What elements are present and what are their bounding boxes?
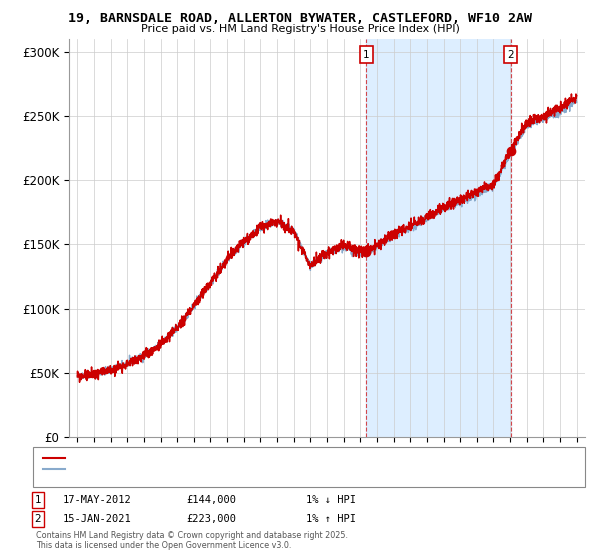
Text: £223,000: £223,000 (186, 514, 236, 524)
Text: 1% ↓ HPI: 1% ↓ HPI (306, 495, 356, 505)
Text: 19, BARNSDALE ROAD, ALLERTON BYWATER, CASTLEFORD, WF10 2AW (semi-detached house): 19, BARNSDALE ROAD, ALLERTON BYWATER, CA… (68, 453, 492, 462)
Text: 17-MAY-2012: 17-MAY-2012 (63, 495, 132, 505)
Text: 1% ↑ HPI: 1% ↑ HPI (306, 514, 356, 524)
Text: HPI: Average price, semi-detached house, Leeds: HPI: Average price, semi-detached house,… (68, 465, 287, 474)
Text: 1: 1 (363, 50, 370, 59)
Text: 2: 2 (508, 50, 514, 59)
Text: Price paid vs. HM Land Registry's House Price Index (HPI): Price paid vs. HM Land Registry's House … (140, 24, 460, 34)
Text: 15-JAN-2021: 15-JAN-2021 (63, 514, 132, 524)
Text: 19, BARNSDALE ROAD, ALLERTON BYWATER, CASTLEFORD, WF10 2AW: 19, BARNSDALE ROAD, ALLERTON BYWATER, CA… (68, 12, 532, 25)
Text: 2: 2 (34, 514, 41, 524)
Text: 1: 1 (34, 495, 41, 505)
Bar (367, 39, 511, 437)
Text: Contains HM Land Registry data © Crown copyright and database right 2025.
This d: Contains HM Land Registry data © Crown c… (36, 531, 348, 550)
Text: £144,000: £144,000 (186, 495, 236, 505)
